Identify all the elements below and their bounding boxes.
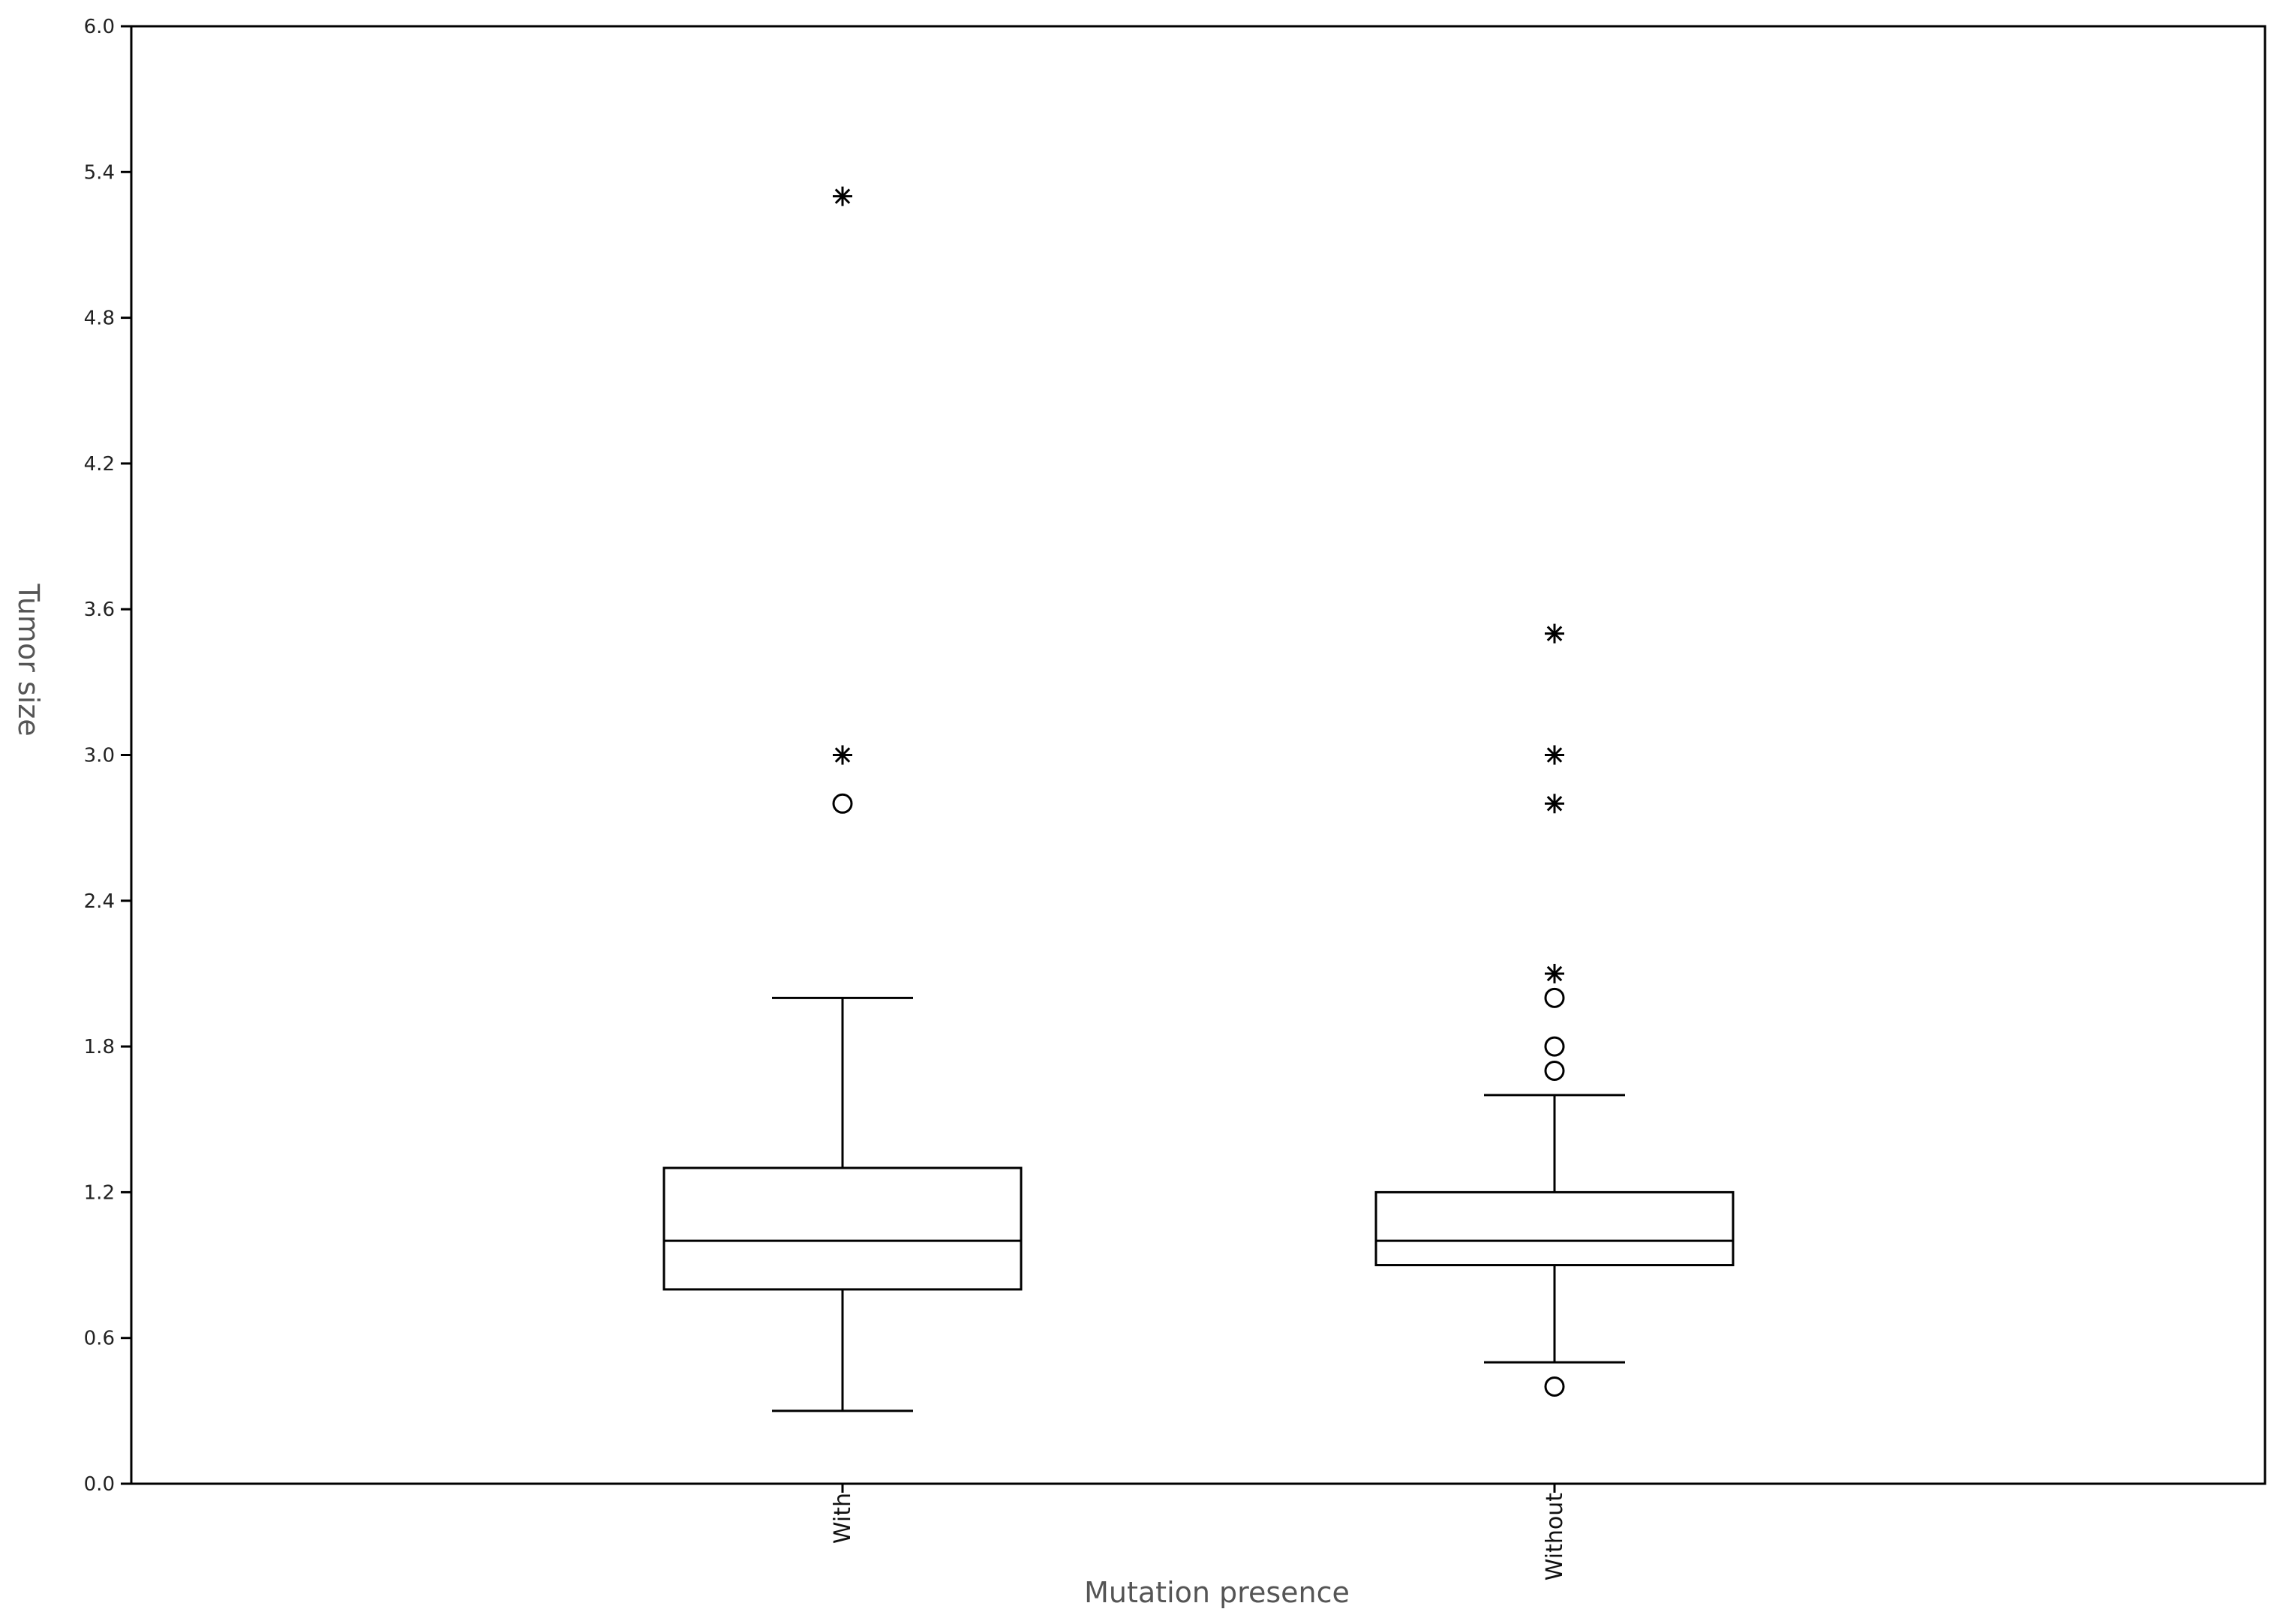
y-tick-label: 2.4 <box>84 890 115 913</box>
plot-frame <box>130 25 2266 1485</box>
y-tick-label: 3.6 <box>84 599 115 621</box>
y-tick-label: 0.0 <box>84 1473 115 1496</box>
outlier-asterisk <box>833 745 852 765</box>
x-category-label: With <box>830 1493 856 1544</box>
y-tick-label: 1.8 <box>84 1036 115 1058</box>
y-tick-label: 4.2 <box>84 453 115 476</box>
box-with <box>662 186 1023 1412</box>
outlier-circle <box>1544 1036 1565 1057</box>
y-axis-title: Tumor size <box>12 583 45 736</box>
y-tick-label: 6.0 <box>84 16 115 38</box>
x-category-label: Without <box>1542 1493 1568 1580</box>
y-axis: 0.0 0.6 1.2 1.8 2.4 3.0 3.6 4.2 4.8 5.4 6.0 <box>84 16 131 1496</box>
outlier-asterisk <box>1545 745 1564 765</box>
y-tick-label: 4.8 <box>84 308 115 330</box>
x-axis: With Without <box>830 1484 1568 1580</box>
y-tick-label: 1.2 <box>84 1181 115 1204</box>
y-tick-label: 3.0 <box>84 745 115 767</box>
outlier-circle <box>1544 1060 1565 1081</box>
iqr-box <box>662 1166 1023 1291</box>
outlier-asterisk <box>1545 963 1564 983</box>
y-tick-label: 0.6 <box>84 1328 115 1350</box>
outlier-circle <box>1544 987 1565 1008</box>
outlier-circle <box>1544 1376 1565 1397</box>
box-without <box>1374 623 1735 1397</box>
boxes-layer <box>662 186 1735 1412</box>
iqr-box <box>1374 1190 1735 1267</box>
outlier-asterisk <box>833 186 852 206</box>
outlier-asterisk <box>1545 623 1564 644</box>
x-axis-title: Mutation presence <box>1084 1576 1350 1609</box>
y-tick-label: 5.4 <box>84 161 115 184</box>
outlier-circle <box>832 793 853 814</box>
outlier-asterisk <box>1545 794 1564 814</box>
